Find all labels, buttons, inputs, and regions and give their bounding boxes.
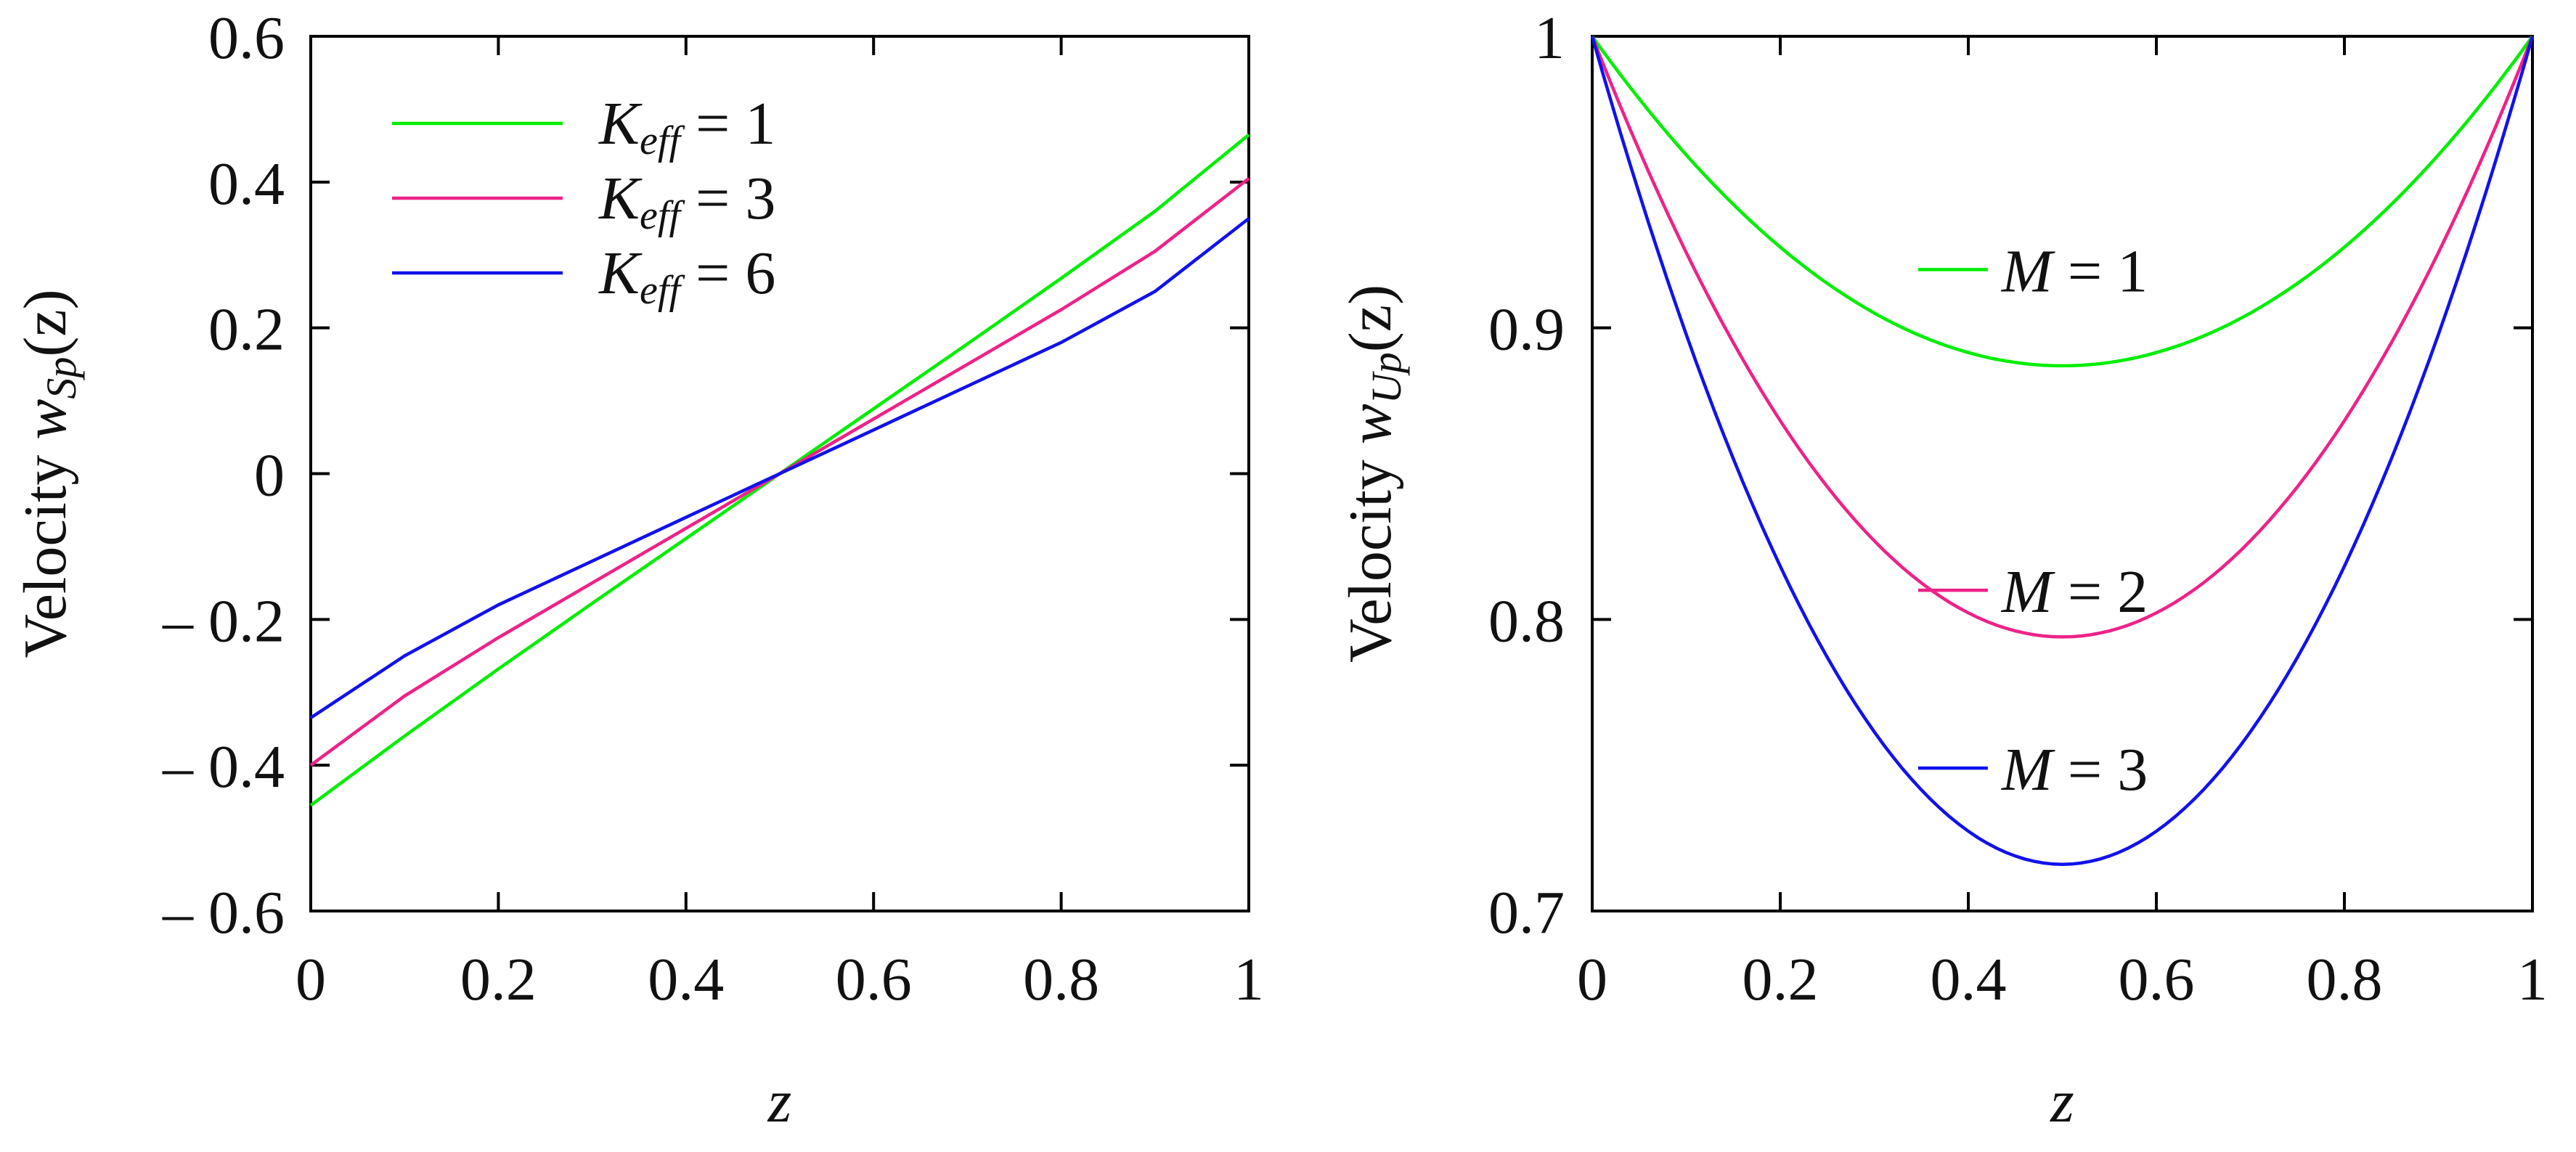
y-tick-label: 0.4 bbox=[208, 150, 285, 218]
y-axis-label: Velocity wSp(z) bbox=[12, 289, 85, 658]
text-span: = 1 bbox=[2053, 237, 2148, 305]
x-tick-label: 1 bbox=[2517, 946, 2548, 1013]
text-span: Sp bbox=[38, 357, 85, 399]
text-span: M bbox=[2001, 237, 2055, 305]
y-tick-label: – 0.2 bbox=[162, 587, 285, 655]
text-span: = 6 bbox=[680, 240, 775, 307]
text-span: eff bbox=[640, 118, 685, 163]
legend-label: Keff = 6 bbox=[598, 240, 775, 313]
y-tick-label: 0.7 bbox=[1488, 879, 1565, 947]
x-tick-label: 0.2 bbox=[460, 946, 537, 1013]
text-span: w bbox=[12, 399, 79, 440]
text-span: = 1 bbox=[680, 90, 775, 158]
legend-label: M = 3 bbox=[2001, 736, 2148, 804]
y-tick-label: 0.6 bbox=[208, 4, 285, 72]
text-span: K bbox=[598, 240, 643, 307]
text-span: K bbox=[598, 90, 643, 158]
plot-frame bbox=[1591, 35, 2534, 912]
legend-label: Keff = 3 bbox=[598, 165, 775, 238]
x-tick-label: 1 bbox=[1234, 946, 1264, 1013]
text-span: K bbox=[598, 165, 643, 232]
y-tick-label: 0.2 bbox=[208, 296, 285, 364]
y-tick-label: 1 bbox=[1534, 4, 1565, 72]
y-tick-label: – 0.4 bbox=[162, 733, 285, 801]
x-tick-label: 0 bbox=[1577, 946, 1607, 1013]
legend-label: M = 1 bbox=[2001, 237, 2148, 305]
text-span: Velocity bbox=[1337, 444, 1404, 663]
text-span: eff bbox=[640, 268, 685, 313]
x-tick-label: 0.4 bbox=[648, 946, 724, 1013]
series-line-2 bbox=[1590, 36, 2535, 639]
y-tick-label: 0.8 bbox=[1488, 587, 1565, 655]
legend-label: Keff = 1 bbox=[598, 90, 775, 163]
right-chart-panel: 0 0.2 0.4 0.6 0.8 1 0.7 0.8 0.9 1 z Velocity wUp(z)… bbox=[1337, 4, 2548, 1135]
y-axis-label: Velocity wUp(z) bbox=[1337, 285, 1410, 663]
legend-label: M = 2 bbox=[2001, 558, 2148, 626]
y-tick-label: 0.9 bbox=[1488, 296, 1565, 364]
x-axis-label: z bbox=[2050, 1068, 2074, 1135]
text-span: = 2 bbox=[2053, 558, 2148, 626]
text-span: (z) bbox=[12, 289, 79, 356]
series-line-2 bbox=[309, 177, 1250, 767]
series-line-3 bbox=[309, 217, 1250, 719]
text-span: = 3 bbox=[2053, 736, 2148, 804]
text-span: = 3 bbox=[680, 165, 775, 232]
x-axis-label: z bbox=[767, 1068, 792, 1135]
left-chart-panel: 0 0.2 0.4 0.6 0.8 1 – 0.6 – 0.4 – 0.2 0 0.2 0.4 0.6 z… bbox=[12, 4, 1264, 1135]
text-span: (z) bbox=[1337, 285, 1404, 352]
text-span: M bbox=[2001, 558, 2055, 626]
x-tick-label: 0.4 bbox=[1931, 946, 2007, 1013]
text-span: Up bbox=[1363, 352, 1410, 404]
text-span: w bbox=[1337, 404, 1404, 444]
x-tick-label: 0.6 bbox=[836, 946, 912, 1013]
series-line-1 bbox=[309, 133, 1250, 807]
series-line-1 bbox=[1591, 35, 2534, 368]
x-tick-label: 0.8 bbox=[1023, 946, 1099, 1013]
y-tick-label: 0 bbox=[254, 442, 285, 510]
text-span: M bbox=[2001, 736, 2055, 804]
text-span: Velocity bbox=[12, 440, 79, 658]
text-span: eff bbox=[640, 193, 685, 238]
x-tick-label: 0.2 bbox=[1743, 946, 1819, 1013]
x-tick-label: 0 bbox=[295, 946, 326, 1013]
x-tick-label: 0.6 bbox=[2119, 946, 2195, 1013]
y-tick-label: – 0.6 bbox=[162, 879, 285, 947]
series-line-3 bbox=[1590, 36, 2535, 866]
x-tick-label: 0.8 bbox=[2307, 946, 2383, 1013]
